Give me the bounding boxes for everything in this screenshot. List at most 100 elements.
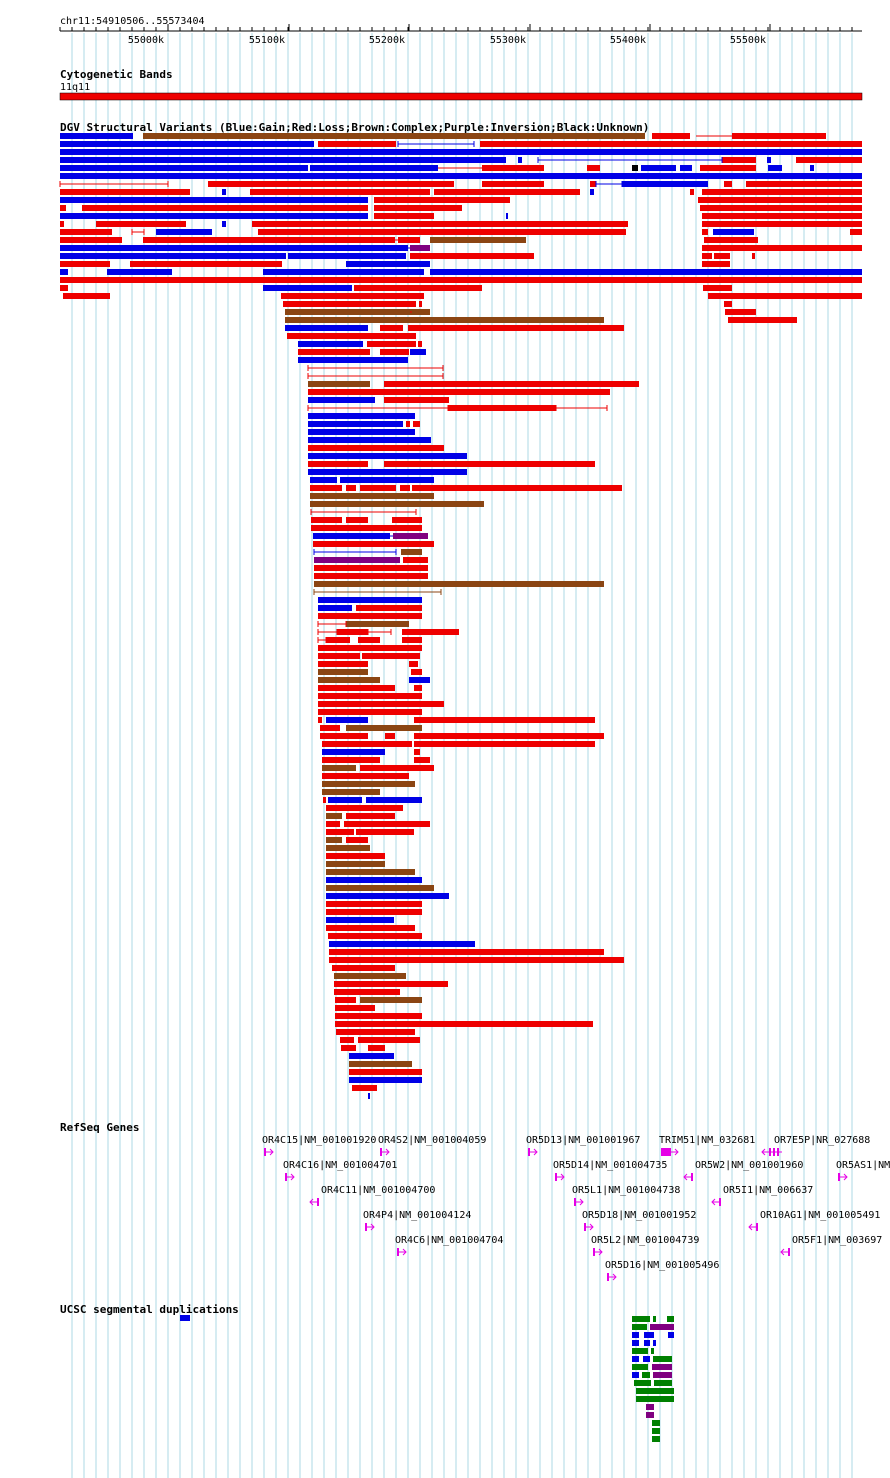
structural-variant[interactable]	[632, 165, 638, 171]
structural-variant[interactable]	[96, 221, 186, 227]
structural-variant[interactable]	[430, 269, 862, 275]
structural-variant[interactable]	[702, 213, 862, 219]
gene-label[interactable]: OR5D13|NM_001001967	[526, 1135, 640, 1146]
structural-variant[interactable]	[326, 821, 340, 827]
structural-variant[interactable]	[346, 813, 395, 819]
structural-variant[interactable]	[318, 661, 368, 667]
structural-variant[interactable]	[335, 1013, 422, 1019]
structural-variant[interactable]	[354, 285, 482, 291]
segmental-duplication[interactable]	[644, 1340, 650, 1346]
structural-variant[interactable]	[850, 229, 862, 235]
structural-variant[interactable]	[725, 309, 756, 315]
structural-variant[interactable]	[326, 869, 415, 875]
segmental-duplication[interactable]	[652, 1436, 660, 1442]
structural-variant[interactable]	[60, 277, 862, 283]
structural-variant[interactable]	[329, 941, 475, 947]
structural-variant[interactable]	[208, 181, 454, 187]
structural-variant[interactable]	[352, 1085, 377, 1091]
structural-variant[interactable]	[411, 669, 422, 675]
structural-variant[interactable]	[368, 1045, 385, 1051]
gene-glyph[interactable]	[574, 1198, 584, 1206]
structural-variant[interactable]	[308, 421, 403, 427]
gene-label[interactable]: OR4S2|NM_001004059	[378, 1135, 486, 1146]
structural-variant[interactable]	[326, 917, 394, 923]
gene-glyph[interactable]	[607, 1273, 617, 1281]
structural-variant[interactable]	[702, 253, 712, 259]
structural-variant[interactable]	[308, 397, 375, 403]
structural-variant[interactable]	[322, 749, 385, 755]
structural-variant[interactable]	[713, 229, 754, 235]
structural-variant[interactable]	[318, 645, 422, 651]
structural-variant[interactable]	[310, 165, 438, 171]
structural-variant[interactable]	[326, 805, 403, 811]
structural-variant[interactable]	[384, 397, 449, 403]
structural-variant[interactable]	[318, 693, 422, 699]
structural-variant[interactable]	[263, 285, 352, 291]
structural-variant[interactable]	[60, 149, 862, 155]
structural-variant[interactable]	[326, 813, 342, 819]
segmental-duplication[interactable]	[632, 1316, 650, 1322]
gene-label[interactable]: OR5AS1|NM	[836, 1160, 890, 1171]
structural-variant[interactable]	[323, 797, 326, 803]
structural-variant[interactable]	[366, 797, 422, 803]
segmental-duplication[interactable]	[634, 1380, 651, 1386]
structural-variant[interactable]	[482, 181, 544, 187]
structural-variant[interactable]	[810, 165, 814, 171]
segmental-duplication[interactable]	[643, 1356, 650, 1362]
structural-variant[interactable]	[250, 189, 430, 195]
structural-variant[interactable]	[318, 613, 422, 619]
gene-glyph[interactable]	[285, 1173, 295, 1181]
segmental-duplication[interactable]	[653, 1356, 672, 1362]
structural-variant[interactable]	[374, 205, 462, 211]
structural-variant[interactable]	[403, 557, 428, 563]
structural-variant[interactable]	[418, 341, 422, 347]
segmental-duplication[interactable]	[652, 1364, 672, 1370]
structural-variant[interactable]	[318, 685, 395, 691]
structural-variant[interactable]	[288, 253, 406, 259]
structural-variant[interactable]	[318, 677, 380, 683]
structural-variant[interactable]	[414, 685, 422, 691]
structural-variant[interactable]	[700, 205, 862, 211]
gene-label[interactable]: OR10AG1|NM_001005491	[760, 1210, 880, 1221]
structural-variant[interactable]	[60, 253, 286, 259]
structural-variant[interactable]	[313, 541, 434, 547]
structural-variant[interactable]	[298, 341, 363, 347]
structural-variant[interactable]	[724, 181, 732, 187]
structural-variant[interactable]	[702, 229, 708, 235]
structural-variant[interactable]	[311, 517, 342, 523]
segmental-duplication[interactable]	[651, 1348, 654, 1354]
structural-variant[interactable]	[700, 165, 756, 171]
structural-variant[interactable]	[313, 533, 390, 539]
gene-glyph[interactable]	[683, 1173, 693, 1181]
structural-variant[interactable]	[652, 133, 690, 139]
segmental-duplication[interactable]	[654, 1380, 672, 1386]
structural-variant[interactable]	[336, 1029, 415, 1035]
segmental-duplication[interactable]	[632, 1364, 648, 1370]
structural-variant[interactable]	[318, 597, 422, 603]
structural-variant[interactable]	[702, 189, 862, 195]
structural-variant[interactable]	[326, 909, 422, 915]
structural-variant[interactable]	[308, 381, 370, 387]
structural-variant[interactable]	[308, 445, 444, 451]
structural-variant[interactable]	[322, 789, 380, 795]
structural-variant[interactable]	[60, 173, 862, 179]
structural-variant[interactable]	[360, 485, 396, 491]
structural-variant[interactable]	[380, 349, 409, 355]
gene-label[interactable]: OR5L1|NM_001004738	[572, 1185, 680, 1196]
gene-label[interactable]: OR5D14|NM_001004735	[553, 1160, 667, 1171]
structural-variant[interactable]	[332, 965, 395, 971]
structural-variant[interactable]	[384, 381, 639, 387]
structural-variant[interactable]	[318, 717, 322, 723]
structural-variant[interactable]	[308, 429, 415, 435]
structural-variant[interactable]	[322, 765, 356, 771]
structural-variant[interactable]	[703, 285, 732, 291]
structural-variant[interactable]	[385, 733, 395, 739]
structural-variant[interactable]	[314, 573, 428, 579]
structural-variant[interactable]	[318, 701, 444, 707]
gene-glyph[interactable]	[264, 1148, 274, 1156]
structural-variant[interactable]	[412, 485, 622, 491]
structural-variant[interactable]	[107, 269, 172, 275]
structural-variant[interactable]	[414, 757, 430, 763]
structural-variant[interactable]	[328, 797, 362, 803]
structural-variant[interactable]	[308, 389, 610, 395]
